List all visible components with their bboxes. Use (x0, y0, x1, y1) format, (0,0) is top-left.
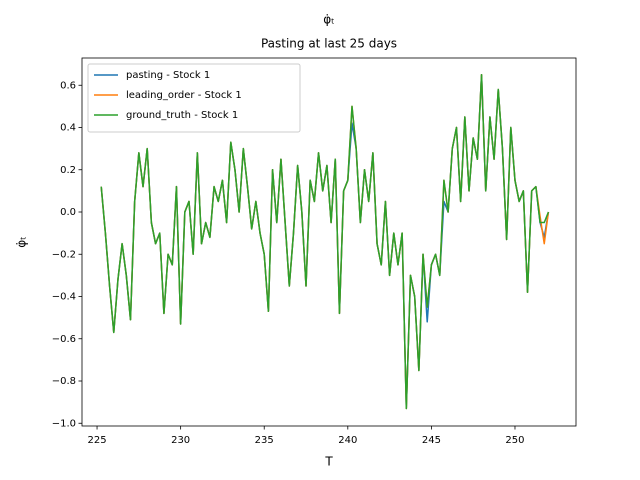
y-tick-label: 0.0 (60, 207, 76, 218)
x-tick-label: 250 (505, 435, 524, 446)
y-tick-label: 0.4 (60, 123, 76, 134)
x-axis-label: T (324, 455, 333, 469)
x-tick-label: 225 (87, 435, 106, 446)
legend-label: leading_order - Stock 1 (126, 90, 242, 101)
y-tick-label: −0.2 (52, 249, 76, 260)
legend-label: ground_truth - Stock 1 (126, 110, 238, 121)
y-tick-label: −0.4 (52, 292, 76, 303)
chart-title: φ̇ₜ (323, 13, 334, 27)
x-tick-label: 230 (171, 435, 190, 446)
x-tick-label: 240 (338, 435, 357, 446)
y-tick-label: −1.0 (52, 418, 76, 429)
y-tick-label: 0.2 (60, 165, 76, 176)
y-tick-label: 0.6 (60, 80, 76, 91)
series-line (100, 73, 550, 410)
x-tick-label: 245 (422, 435, 441, 446)
chart-subtitle: Pasting at last 25 days (261, 37, 397, 51)
y-tick-label: −0.8 (52, 376, 76, 387)
legend-label: pasting - Stock 1 (126, 70, 210, 81)
legend-box (87, 63, 301, 133)
y-tick-label: −0.6 (52, 334, 76, 345)
x-tick-label: 235 (255, 435, 274, 446)
axes-frame (81, 57, 577, 427)
y-axis-label: φ̇ₜ (15, 236, 29, 247)
